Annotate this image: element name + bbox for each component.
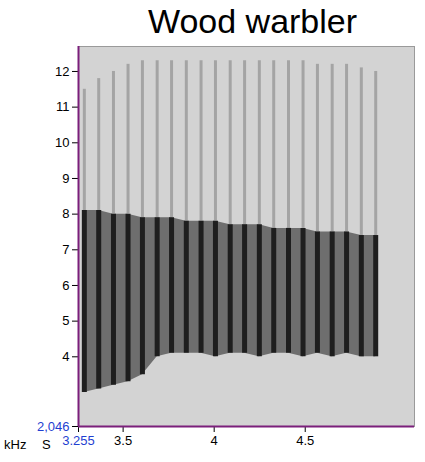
svg-text:9: 9 [62,171,69,186]
html-text:S: S [42,437,51,452]
svg-text:4: 4 [62,349,69,364]
svg-text:12: 12 [55,64,69,79]
svg-text:8: 8 [62,206,69,221]
html-text:kHz: kHz [4,437,27,452]
svg-text:4.5: 4.5 [296,433,314,448]
svg-text:11: 11 [56,99,70,114]
svg-text:2,046: 2,046 [37,419,70,434]
svg-text:7: 7 [62,242,69,257]
svg-text:6: 6 [62,278,69,293]
svg-text:10: 10 [55,135,69,150]
svg-text:3.5: 3.5 [114,433,132,448]
svg-text:3.255: 3.255 [62,433,95,448]
svg-text:4: 4 [211,433,218,448]
html-text:Wood warbler: Wood warbler [147,2,358,40]
svg-text:5: 5 [62,313,69,328]
